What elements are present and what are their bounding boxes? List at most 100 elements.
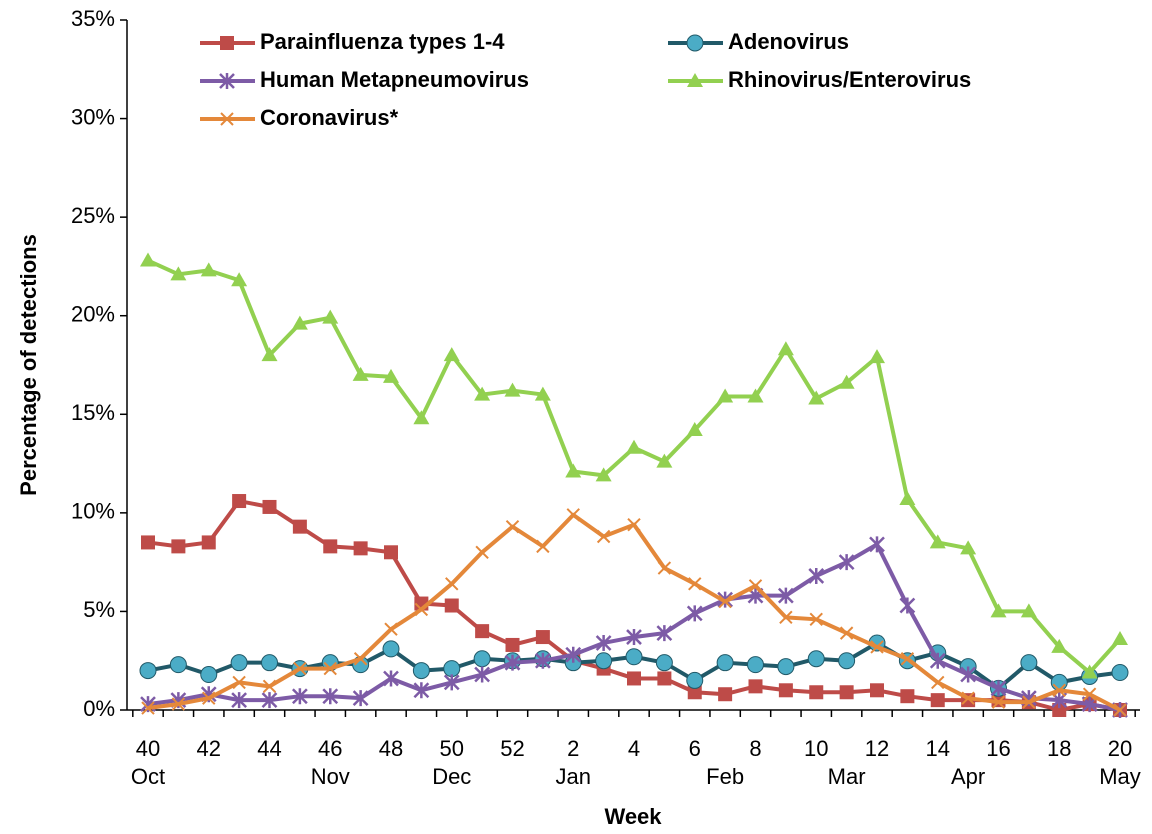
- y-tick-label: 20%: [71, 302, 115, 327]
- marker: [656, 453, 673, 468]
- marker: [220, 112, 234, 126]
- marker: [870, 683, 884, 698]
- marker: [718, 687, 733, 702]
- marker: [323, 661, 337, 676]
- marker: [445, 577, 459, 591]
- marker: [1050, 673, 1068, 691]
- marker: [475, 545, 489, 559]
- marker: [261, 654, 278, 672]
- marker: [839, 685, 854, 700]
- marker: [230, 654, 248, 672]
- marker: [809, 612, 823, 627]
- marker: [262, 499, 277, 514]
- x-tick-label: 52: [500, 736, 524, 761]
- x-tick-label: 16: [986, 736, 1010, 761]
- marker: [384, 545, 398, 560]
- marker: [1112, 631, 1128, 646]
- marker: [990, 603, 1007, 618]
- marker: [384, 622, 398, 636]
- marker: [777, 587, 794, 604]
- month-label: Dec: [432, 764, 471, 789]
- marker: [475, 624, 490, 639]
- marker: [1082, 687, 1097, 701]
- marker: [139, 662, 157, 680]
- y-tick-label: 10%: [71, 499, 115, 524]
- marker: [1052, 683, 1066, 697]
- marker: [505, 637, 520, 652]
- marker: [687, 73, 703, 87]
- marker: [686, 671, 704, 689]
- marker: [231, 692, 248, 709]
- marker: [383, 368, 399, 383]
- marker: [899, 491, 916, 506]
- marker: [931, 675, 945, 690]
- marker: [779, 610, 793, 625]
- marker: [899, 597, 916, 614]
- marker: [1051, 638, 1068, 653]
- marker: [991, 695, 1006, 709]
- marker: [171, 697, 186, 711]
- month-label: Oct: [131, 764, 165, 789]
- marker: [1020, 603, 1037, 618]
- marker: [504, 654, 521, 671]
- marker: [747, 656, 764, 674]
- marker: [231, 272, 248, 287]
- legend-label: Human Metapneumovirus: [260, 67, 529, 92]
- y-tick-label: 5%: [83, 597, 115, 622]
- marker: [292, 519, 307, 534]
- marker: [686, 34, 704, 52]
- marker: [961, 691, 975, 705]
- marker: [413, 682, 430, 699]
- marker: [808, 390, 825, 405]
- legend-label: Coronavirus*: [260, 105, 399, 130]
- x-tick-label: 18: [1047, 736, 1071, 761]
- marker: [353, 652, 368, 666]
- marker: [293, 661, 307, 676]
- marker: [807, 650, 825, 668]
- marker: [536, 539, 550, 554]
- marker: [474, 666, 491, 683]
- marker: [869, 349, 885, 364]
- marker: [870, 640, 884, 654]
- marker: [687, 685, 702, 700]
- y-axis-title: Percentage of detections: [16, 234, 41, 496]
- month-label: Feb: [706, 764, 744, 789]
- marker: [444, 598, 459, 613]
- marker: [777, 658, 795, 676]
- marker: [534, 652, 551, 669]
- marker: [657, 561, 672, 575]
- marker: [291, 688, 308, 705]
- marker: [686, 605, 703, 622]
- marker: [169, 656, 187, 674]
- marker: [929, 652, 946, 669]
- marker: [504, 382, 521, 397]
- x-tick-label: 4: [628, 736, 640, 761]
- marker: [535, 630, 550, 645]
- series-line: [147, 258, 1122, 675]
- marker: [200, 262, 217, 277]
- marker: [930, 693, 945, 708]
- x-tick-label: 50: [440, 736, 464, 761]
- x-tick-label: 10: [804, 736, 828, 761]
- marker: [595, 634, 612, 651]
- marker: [232, 494, 247, 509]
- month-label: May: [1099, 764, 1141, 789]
- month-label: Jan: [556, 764, 591, 789]
- marker: [655, 654, 673, 672]
- marker: [352, 690, 369, 707]
- marker: [443, 660, 461, 678]
- marker: [595, 652, 613, 670]
- marker: [718, 594, 732, 609]
- marker: [565, 646, 582, 663]
- y-tick-label: 25%: [71, 203, 115, 228]
- marker: [747, 388, 764, 403]
- marker: [413, 410, 430, 425]
- marker: [322, 309, 339, 324]
- marker: [960, 540, 977, 555]
- marker: [353, 541, 368, 556]
- y-tick-label: 35%: [71, 6, 115, 31]
- marker: [716, 654, 734, 672]
- marker: [778, 683, 793, 698]
- marker: [688, 577, 702, 591]
- x-tick-label: 42: [197, 736, 221, 761]
